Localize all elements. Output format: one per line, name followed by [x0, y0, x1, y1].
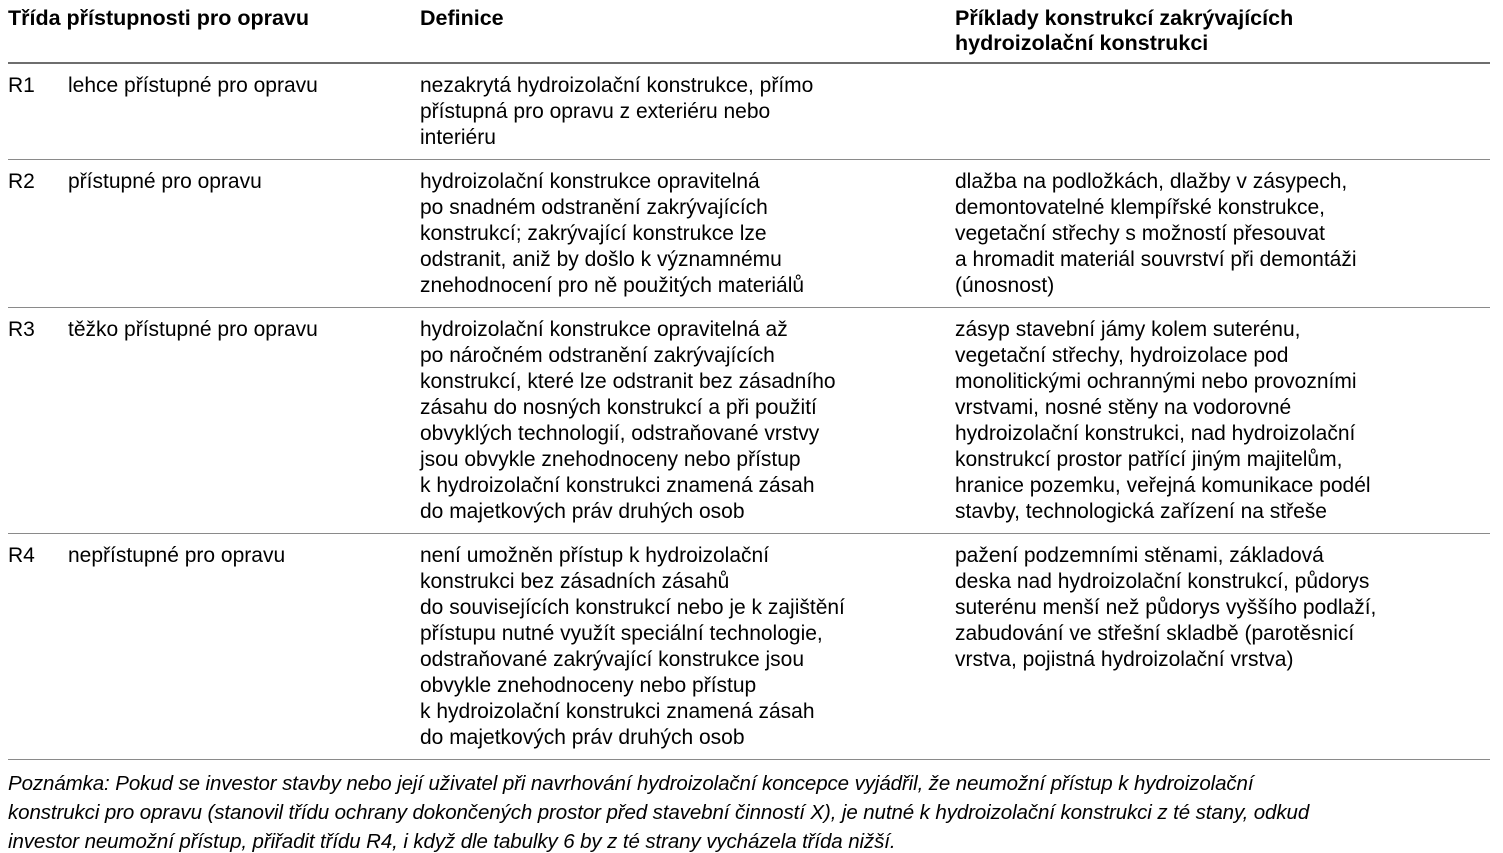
- class-definition: není umožněn přístup k hydroizolační kon…: [420, 544, 845, 749]
- class-examples: zásyp stavební jámy kolem suterénu, vege…: [955, 318, 1371, 523]
- class-examples: [955, 73, 1490, 151]
- header-examples-column: Příklady konstrukcí zakrývajících hydroi…: [955, 6, 1294, 55]
- class-code: R1: [8, 74, 35, 97]
- class-label: nepřístupné pro opravu: [68, 544, 286, 567]
- header-class-column: Třída přístupnosti pro opravu: [8, 6, 310, 30]
- table-header-row: Třída přístupnosti pro opravu Definice P…: [8, 4, 1490, 64]
- table-row-r2: R2 přístupné pro opravu hydroizolační ko…: [8, 160, 1490, 308]
- table-row-r3: R3 těžko přístupné pro opravu hydroizola…: [8, 308, 1490, 534]
- class-code: R3: [8, 318, 35, 341]
- table-row-r1: R1 lehce přístupné pro opravu nezakrytá …: [8, 64, 1490, 160]
- class-label: lehce přístupné pro opravu: [68, 74, 318, 97]
- class-definition: hydroizolační konstrukce opravitelná až …: [420, 318, 836, 523]
- class-label: těžko přístupné pro opravu: [68, 318, 318, 341]
- class-code: R4: [8, 544, 35, 567]
- table-note: Poznámka: Pokud se investor stavby nebo …: [8, 772, 1310, 853]
- class-code: R2: [8, 170, 35, 193]
- class-label: přístupné pro opravu: [68, 170, 262, 193]
- class-definition: hydroizolační konstrukce opravitelná po …: [420, 170, 805, 297]
- header-definition-column: Definice: [420, 6, 504, 30]
- class-examples: pažení podzemními stěnami, základová des…: [955, 544, 1377, 671]
- table-row-r4: R4 nepřístupné pro opravu není umožněn p…: [8, 534, 1490, 760]
- class-examples: dlažba na podložkách, dlažby v zásypech,…: [955, 170, 1357, 297]
- class-definition: nezakrytá hydroizolační konstrukce, přím…: [420, 74, 814, 149]
